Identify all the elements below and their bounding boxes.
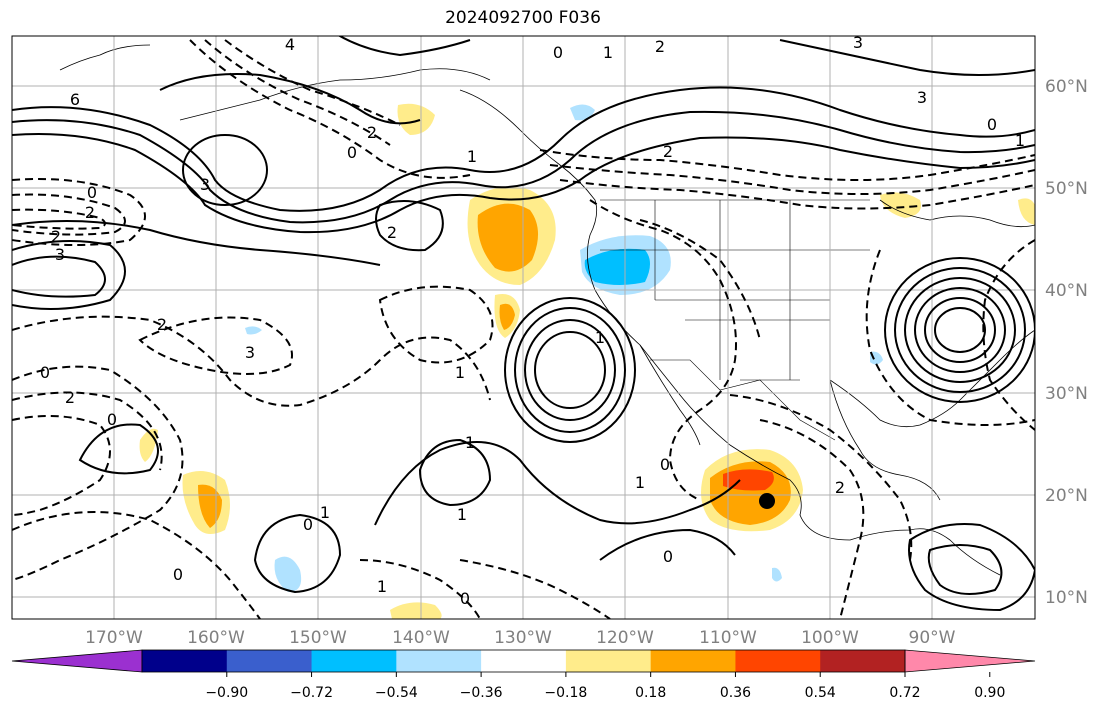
colorbar-segment xyxy=(481,650,567,672)
longitude-label: 170°W xyxy=(85,628,143,648)
contour-value-label: 0 xyxy=(460,589,470,608)
dashed-contours xyxy=(12,39,1035,619)
contour-value-label: 1 xyxy=(457,505,467,524)
shading-layer xyxy=(139,103,1035,619)
contour-value-label: 1 xyxy=(455,363,465,382)
contour-value-label: 1 xyxy=(603,43,613,62)
colorbar-tick-label: 0.36 xyxy=(720,685,751,701)
colorbar-tick-label: −0.90 xyxy=(205,685,248,701)
longitude-label: 160°W xyxy=(187,628,245,648)
contour-value-label: 1 xyxy=(465,433,475,452)
longitude-label: 90°W xyxy=(909,628,956,648)
longitude-label: 120°W xyxy=(596,628,654,648)
longitude-label: 150°W xyxy=(289,628,347,648)
negative-anomaly-area xyxy=(870,351,883,365)
contour-value-label: 2 xyxy=(663,142,673,161)
colorbar-segment xyxy=(226,650,313,672)
positive-anomaly-area xyxy=(397,103,435,135)
contour-value-label: 2 xyxy=(65,388,75,407)
colorbar-tick-label: −0.72 xyxy=(290,685,333,701)
latitude-label: 20°N xyxy=(1045,486,1088,506)
contour-value-label: 1 xyxy=(467,147,477,166)
negative-anomaly-area xyxy=(570,104,595,121)
negative-anomaly-area xyxy=(772,567,782,582)
colorbar-tick-label: 0.18 xyxy=(635,685,666,701)
contour-value-label: 4 xyxy=(285,35,295,54)
colorbar-extend-high xyxy=(904,649,1036,673)
map-title: 2024092700 F036 xyxy=(445,8,601,28)
contour-value-label: 3 xyxy=(853,33,863,52)
contour-value-label: 2 xyxy=(157,315,167,334)
solid-contours xyxy=(12,36,1035,612)
colorbar-segment xyxy=(142,650,228,672)
contour-value-label: 2 xyxy=(387,223,397,242)
contour-value-label: 2 xyxy=(655,37,665,56)
contour-value-label: 2 xyxy=(835,478,845,497)
colorbar-tick-label: 0.54 xyxy=(805,685,836,701)
contour-value-label: 1 xyxy=(1015,131,1025,150)
contour-value-label: 1 xyxy=(635,473,645,492)
latitude-label: 60°N xyxy=(1045,77,1088,97)
colorbar-segment xyxy=(735,650,821,672)
contour-value-label: 3 xyxy=(917,88,927,107)
latitude-label: 50°N xyxy=(1045,179,1088,199)
colorbar-tick-label: 0.72 xyxy=(889,685,920,701)
latitude-label: 40°N xyxy=(1045,281,1088,301)
contour-value-label: 0 xyxy=(987,115,997,134)
negative-anomaly-area xyxy=(274,556,302,592)
contour-value-label: 2 xyxy=(51,227,61,246)
contour-value-label: 3 xyxy=(245,343,255,362)
colorbar-outline xyxy=(141,649,906,673)
longitude-labels: 170°W 160°W 150°W 140°W 130°W 120°W 110°W 100°W… xyxy=(85,628,956,648)
colorbar-segment xyxy=(650,650,736,672)
colorbar-segment xyxy=(311,650,397,672)
longitude-label: 100°W xyxy=(801,628,859,648)
colorbar-segment xyxy=(565,650,652,672)
map-frame xyxy=(11,35,1036,620)
contour-value-label: 1 xyxy=(595,328,605,347)
colorbar-extend-low xyxy=(11,649,143,673)
positive-anomaly-area xyxy=(1018,198,1035,225)
contour-value-label: 0 xyxy=(87,183,97,202)
colorbar-segment xyxy=(396,650,482,672)
coastlines xyxy=(59,44,1035,576)
positive-anomaly-core xyxy=(499,303,515,330)
latitude-label: 30°N xyxy=(1045,384,1088,404)
longitude-label: 110°W xyxy=(699,628,757,648)
contour-value-label: 1 xyxy=(377,577,387,596)
negative-anomaly-area xyxy=(245,326,262,335)
contour-value-label: 1 xyxy=(320,503,330,522)
contour-value-label: 0 xyxy=(303,515,313,534)
contour-value-label: 3 xyxy=(200,175,210,194)
negative-anomaly-core xyxy=(584,248,650,285)
colorbar-segment xyxy=(820,650,906,672)
contour-value-label: 0 xyxy=(107,410,117,429)
contour-value-label: 0 xyxy=(663,547,673,566)
colorbar-tick-label: −0.18 xyxy=(544,685,587,701)
positive-anomaly-area xyxy=(390,602,442,619)
contour-value-label: 0 xyxy=(553,43,563,62)
longitude-label: 140°W xyxy=(392,628,450,648)
contour-value-label: 0 xyxy=(173,565,183,584)
contour-value-label: 6 xyxy=(70,90,80,109)
longitude-label: 130°W xyxy=(494,628,552,648)
colorbar-tick-label: −0.36 xyxy=(460,685,503,701)
storm-center-marker xyxy=(759,493,775,509)
positive-anomaly-area xyxy=(880,192,921,218)
colorbar-tick-labels: −0.90 −0.72 −0.54 −0.36 −0.18 0.18 0.36 0.54 0.7… xyxy=(205,672,1005,701)
contour-value-label: 0 xyxy=(40,363,50,382)
contour-value-label: 0 xyxy=(660,455,670,474)
latitude-labels: 60°N 50°N 40°N 30°N 20°N 10°N xyxy=(1045,77,1088,608)
contour-value-label: 2 xyxy=(367,123,377,142)
colorbar xyxy=(11,649,1036,673)
gridlines xyxy=(12,36,1035,619)
contour-value-label: 0 xyxy=(347,143,357,162)
colorbar-tick-label: 0.90 xyxy=(974,685,1005,701)
contour-value-label: 3 xyxy=(55,245,65,264)
latitude-label: 10°N xyxy=(1045,588,1088,608)
contour-value-label: 2 xyxy=(85,203,95,222)
colorbar-tick-label: −0.54 xyxy=(375,685,418,701)
